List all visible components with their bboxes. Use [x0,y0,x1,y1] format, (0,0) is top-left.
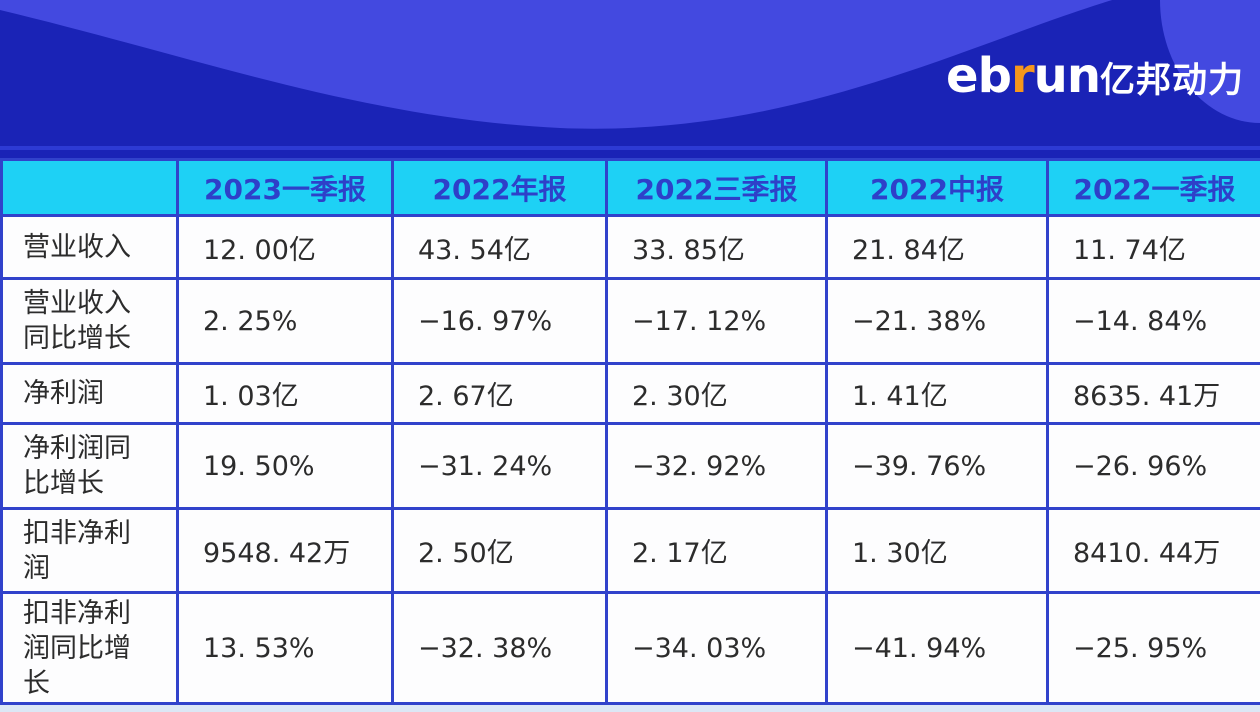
row-label: 扣非净利润 [0,507,179,594]
table-row-revenue-yoy: 营业收入同比增长 2. 25% −16. 97% −17. 12% −21. 3… [0,277,1260,365]
header-row: 2023一季报 2022年报 2022三季报 2022中报 2022一季报 [0,158,1260,217]
cell-value: −26. 96% [1046,422,1260,510]
column-header-blank [0,158,179,217]
banner-wave-graphic [0,0,1260,158]
row-label: 净利润同比增长 [0,422,179,510]
table-row-adjusted-net-profit: 扣非净利润 9548. 42万 2. 50亿 2. 17亿 1. 30亿 841… [0,507,1260,594]
ebrun-logo: ebrun 亿邦动力 [946,52,1244,100]
cell-value: 2. 50亿 [391,507,608,594]
table-row-revenue: 营业收入 12. 00亿 43. 54亿 33. 85亿 21. 84亿 11.… [0,214,1260,280]
cell-value: −32. 92% [605,422,828,510]
cell-value: 1. 03亿 [176,362,394,425]
cell-value: 13. 53% [176,591,394,705]
cell-value: 1. 30亿 [825,507,1049,594]
cell-value: −31. 24% [391,422,608,510]
cell-value: 1. 41亿 [825,362,1049,425]
row-label: 营业收入 [0,214,179,280]
cell-value: 11. 74亿 [1046,214,1260,280]
column-header-2022q3: 2022三季报 [605,158,828,217]
column-header-2023q1: 2023一季报 [176,158,394,217]
column-header-2022h1: 2022中报 [825,158,1049,217]
cell-value: −25. 95% [1046,591,1260,705]
cell-value: 2. 30亿 [605,362,828,425]
logo-text-eb: eb [946,48,1012,104]
cell-value: −41. 94% [825,591,1049,705]
cell-value: −32. 38% [391,591,608,705]
ebrun-logo-latin: ebrun [946,52,1101,100]
financial-table: 2023一季报 2022年报 2022三季报 2022中报 2022一季报 营业… [0,158,1260,705]
row-label: 营业收入同比增长 [0,277,179,365]
cell-value: 12. 00亿 [176,214,394,280]
cell-value: −14. 84% [1046,277,1260,365]
logo-text-un: un [1033,48,1101,104]
cell-value: 33. 85亿 [605,214,828,280]
banner-corner-curve [1160,0,1260,123]
banner-accent-line [0,146,1260,150]
cell-value: 8410. 44万 [1046,507,1260,594]
cell-value: −21. 38% [825,277,1049,365]
bottom-strip [0,705,1260,712]
cell-value: 2. 17亿 [605,507,828,594]
logo-text-r: r [1010,48,1035,104]
column-header-2022fy: 2022年报 [391,158,608,217]
cell-value: 43. 54亿 [391,214,608,280]
cell-value: 9548. 42万 [176,507,394,594]
cell-value: 21. 84亿 [825,214,1049,280]
cell-value: 19. 50% [176,422,394,510]
table-row-net-profit-yoy: 净利润同比增长 19. 50% −31. 24% −32. 92% −39. 7… [0,422,1260,510]
cell-value: 2. 67亿 [391,362,608,425]
banner-wave-shape [0,0,1175,129]
row-label: 扣非净利润同比增长 [0,591,179,705]
ebrun-logo-cjk: 亿邦动力 [1099,61,1244,101]
cell-value: −16. 97% [391,277,608,365]
column-header-2022q1: 2022一季报 [1046,158,1260,217]
cell-value: 2. 25% [176,277,394,365]
cell-value: 8635. 41万 [1046,362,1260,425]
table-row-adjusted-net-profit-yoy: 扣非净利润同比增长 13. 53% −32. 38% −34. 03% −41.… [0,591,1260,705]
cell-value: −34. 03% [605,591,828,705]
cell-value: −17. 12% [605,277,828,365]
row-label: 净利润 [0,362,179,425]
banner: ebrun 亿邦动力 [0,0,1260,158]
cell-value: −39. 76% [825,422,1049,510]
table-row-net-profit: 净利润 1. 03亿 2. 67亿 2. 30亿 1. 41亿 8635. 41… [0,362,1260,425]
